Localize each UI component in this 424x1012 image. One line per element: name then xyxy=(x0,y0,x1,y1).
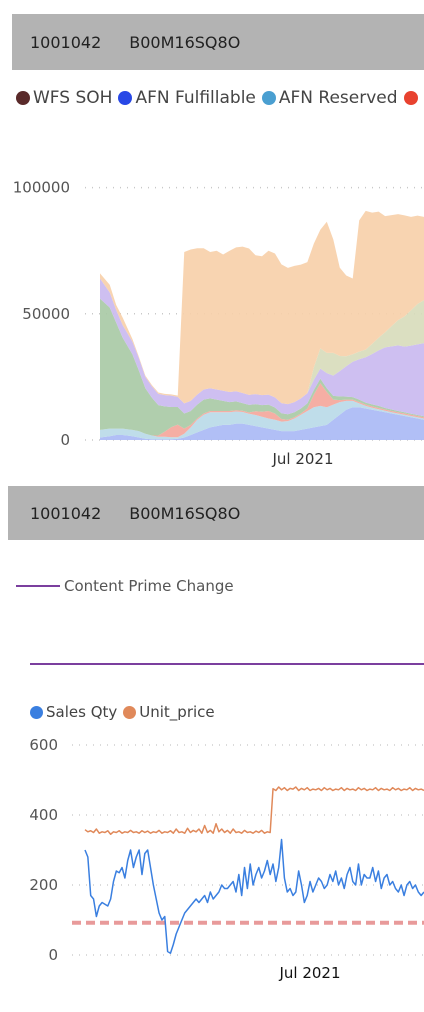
legend-label: AFN Fulfillable xyxy=(135,88,256,108)
area-series xyxy=(100,400,424,440)
legend-marker xyxy=(30,705,43,719)
header-id: 1001042 xyxy=(30,32,102,52)
visual-header: 1001042 B00M16SQ8O xyxy=(12,14,424,70)
visual-header-2: 1001042 B00M16SQ8O xyxy=(8,486,424,540)
legend-item-truncated[interactable] xyxy=(403,91,421,105)
content-change-legend[interactable]: Content Prime Change xyxy=(16,577,234,595)
content-prime-change-line xyxy=(30,663,424,665)
legend-item-afn-fulfillable[interactable]: AFN Fulfillable xyxy=(118,88,256,108)
y-tick-label: 200 xyxy=(29,876,58,894)
legend-item-afn-reserved[interactable]: AFN Reserved xyxy=(261,88,398,108)
y-tick-label: 50000 xyxy=(22,305,70,323)
area-series xyxy=(100,407,424,440)
line-series xyxy=(84,786,424,835)
legend-label: Unit_price xyxy=(139,703,215,721)
legend-item-unit-price[interactable]: Unit_price xyxy=(123,703,215,721)
legend-marker xyxy=(261,91,276,105)
y-tick-label: 100000 xyxy=(13,179,70,197)
area-series xyxy=(100,210,424,405)
area-series xyxy=(100,278,424,417)
legend-item-wfs-soh[interactable]: WFS SOH xyxy=(16,88,112,108)
legend-marker xyxy=(123,705,137,719)
inventory-legend: WFS SOH AFN Fulfillable AFN Reserved xyxy=(16,88,424,108)
legend-label: WFS SOH xyxy=(33,88,113,108)
legend-item-sales-qty[interactable]: Sales Qty xyxy=(30,703,117,721)
legend-line-marker xyxy=(16,585,60,587)
legend-label: AFN Reserved xyxy=(278,88,398,108)
header-id: 1001042 xyxy=(30,503,102,523)
sales-price-legend: Sales Qty Unit_price xyxy=(30,703,221,721)
x-tick-label: Jul 2021 xyxy=(278,964,340,982)
legend-marker xyxy=(16,91,30,105)
x-tick-label: Jul 2021 xyxy=(271,450,333,468)
header-asin: B00M16SQ8O xyxy=(129,503,241,523)
y-tick-label: 0 xyxy=(60,431,70,449)
inventory-area-chart: 0 50000 100000 Jul 2021 xyxy=(13,179,424,468)
y-tick-label: 600 xyxy=(29,736,58,754)
y-tick-label: 400 xyxy=(29,806,58,824)
line-series xyxy=(84,838,424,954)
legend-label: Sales Qty xyxy=(46,703,118,721)
y-tick-label: 0 xyxy=(48,946,58,964)
legend-marker xyxy=(403,91,418,105)
legend-marker xyxy=(118,91,133,105)
header-asin: B00M16SQ8O xyxy=(129,32,241,52)
area-series xyxy=(100,298,424,436)
legend-label: Content Prime Change xyxy=(64,577,234,595)
sales-price-line-chart: 0 200 400 600 Jul 2021 xyxy=(29,736,424,982)
